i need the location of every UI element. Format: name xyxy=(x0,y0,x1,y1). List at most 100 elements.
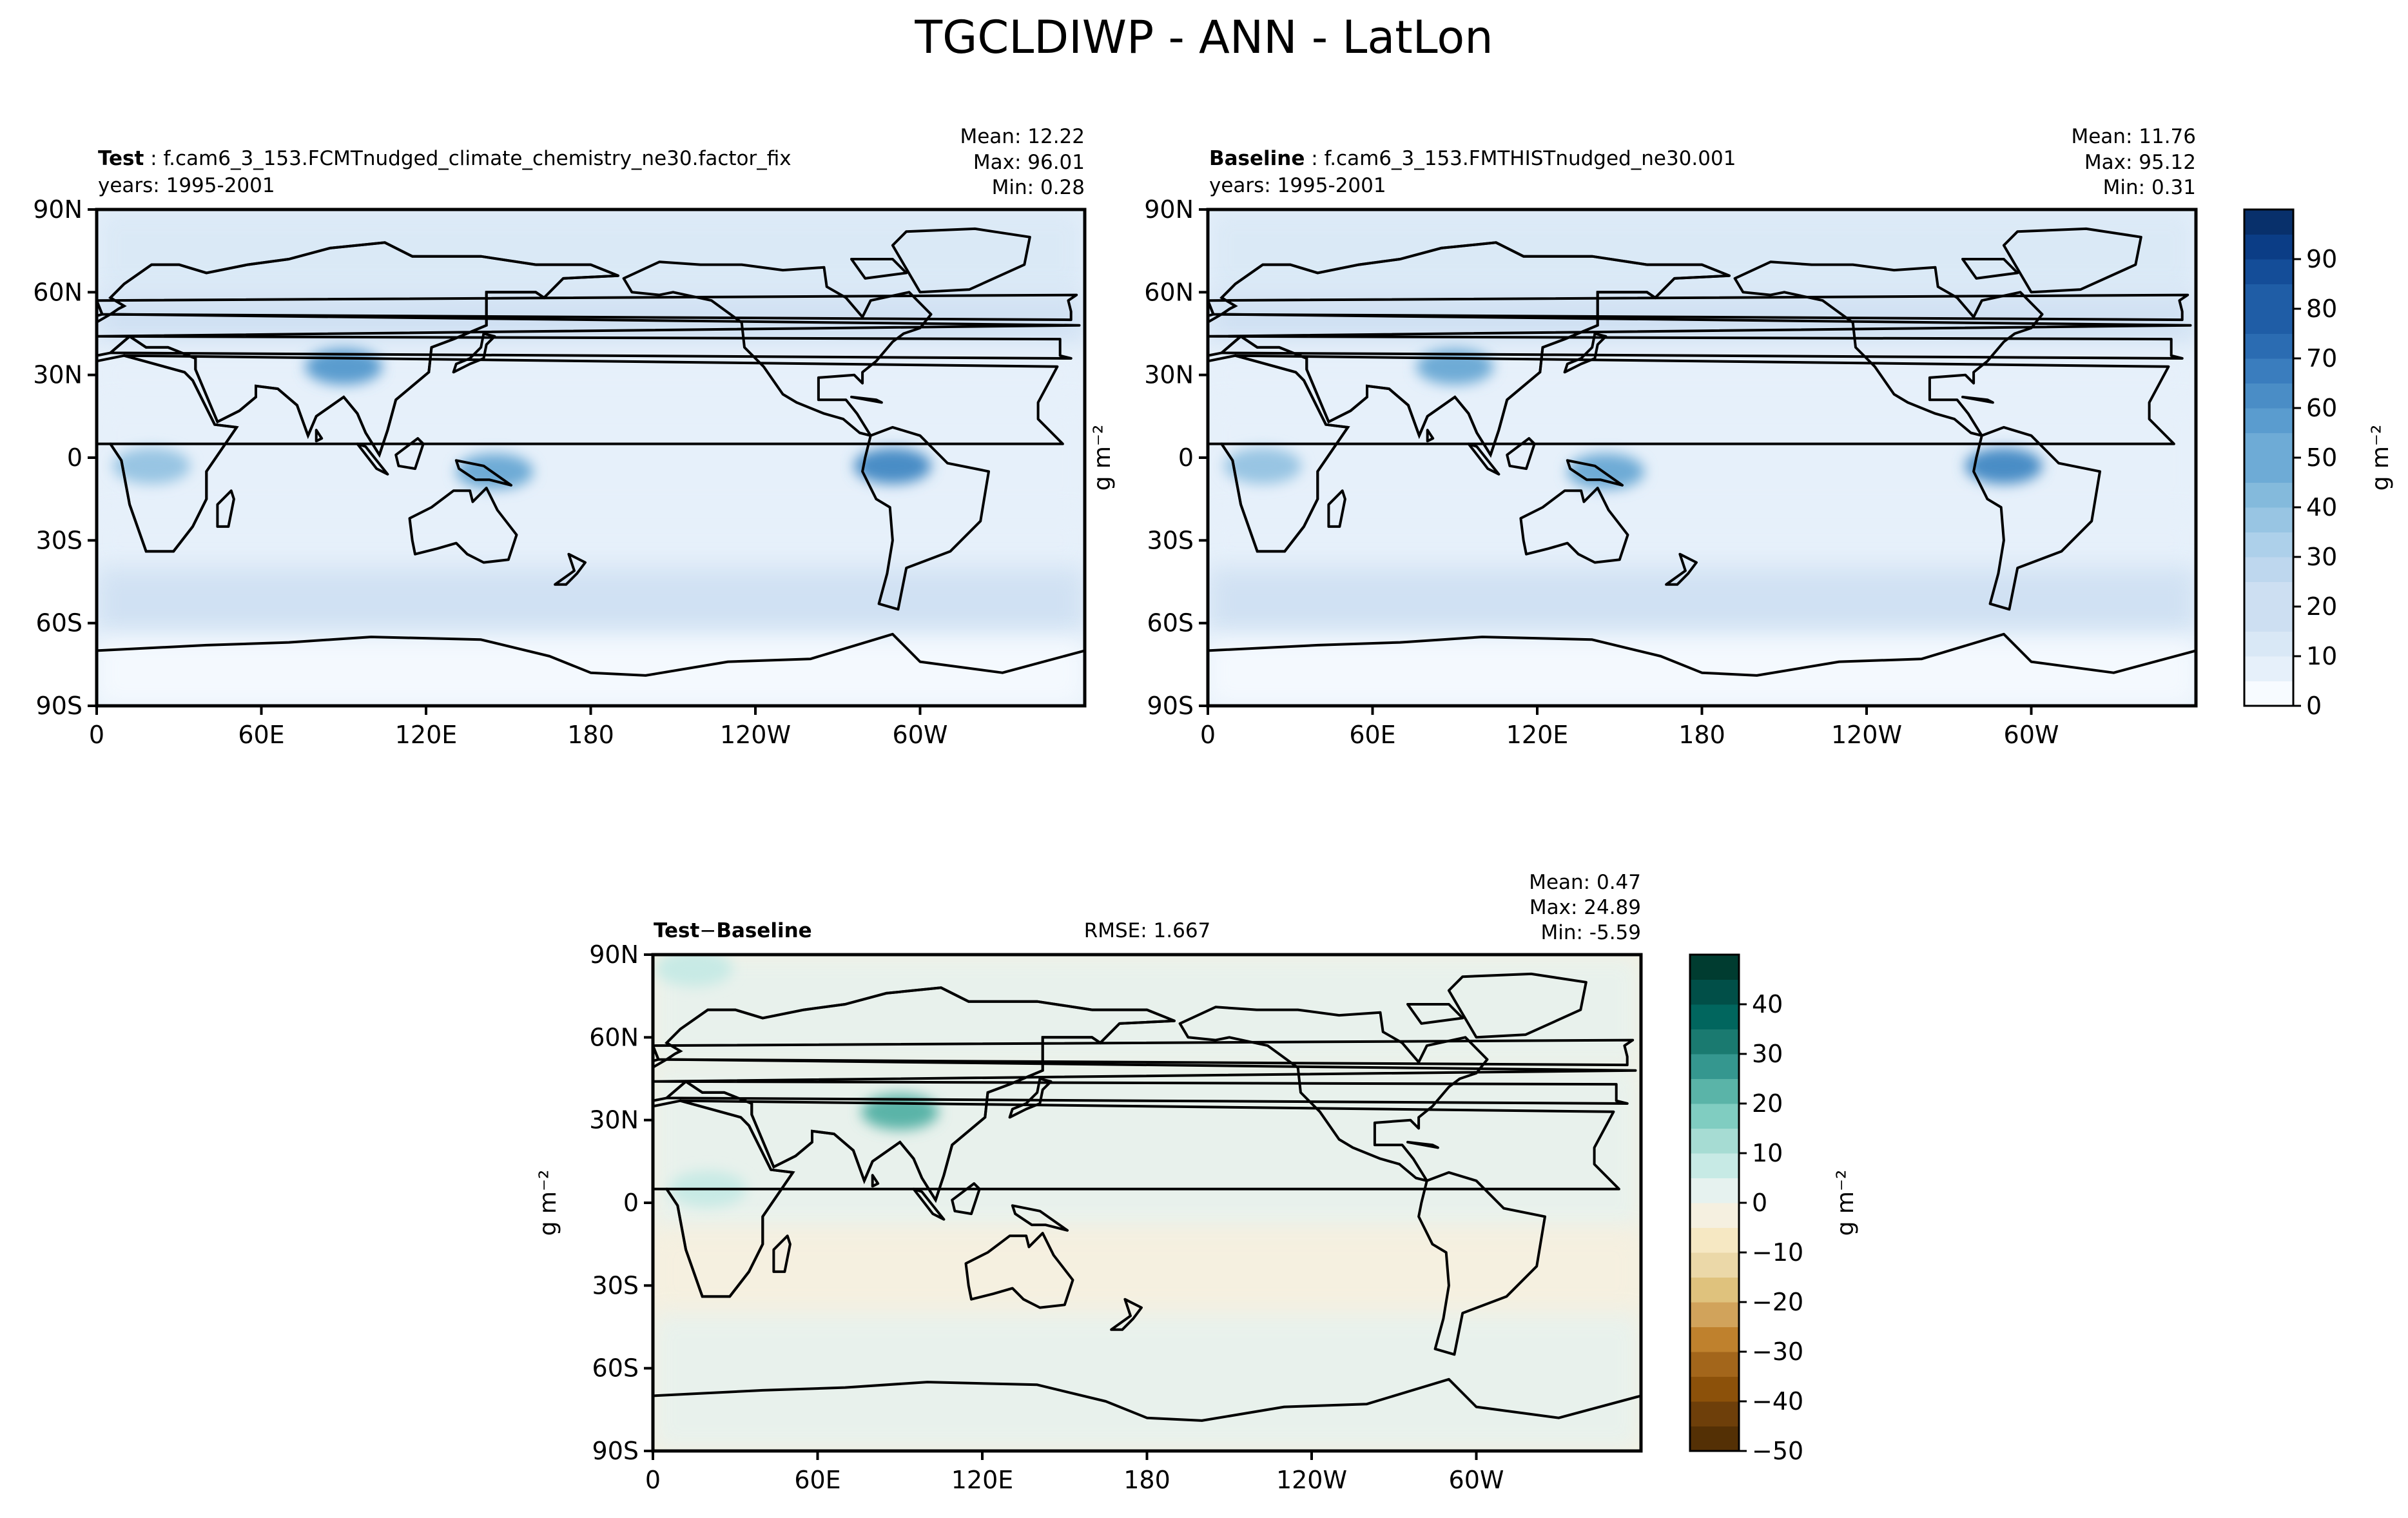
coast-eurasia-wrap xyxy=(653,986,1175,1203)
colorbar-tick-label: −10 xyxy=(1752,1238,1803,1267)
coast-newzealand xyxy=(1665,552,1698,586)
colorbar-segment xyxy=(1690,1302,1739,1327)
lat-tick-label: 90S xyxy=(592,1437,639,1465)
colorbar-segment xyxy=(2244,383,2293,409)
colorbar-tick-label: 10 xyxy=(2306,642,2337,670)
field-band xyxy=(1208,568,2196,637)
diff-rmse: RMSE: 1.667 xyxy=(1084,919,1211,942)
coast-greenland xyxy=(1447,972,1588,1039)
colorbar-segment xyxy=(1690,1376,1739,1402)
field-feature-1 xyxy=(655,955,733,987)
colorbar-segment xyxy=(2244,482,2293,508)
colorbar-segment xyxy=(2244,656,2293,681)
colorbar-segment xyxy=(2244,234,2293,260)
colorbar-segment xyxy=(1690,1153,1739,1178)
colorbar-segment xyxy=(1690,1203,1739,1228)
colorbar-tick-label: 40 xyxy=(2306,493,2337,521)
coast-japan xyxy=(1563,332,1607,374)
colorbar-tick-label: 40 xyxy=(1752,990,1783,1018)
colorbar-segment xyxy=(2244,333,2293,359)
lon-tick-label: 60E xyxy=(238,721,284,749)
coast-australia xyxy=(408,487,518,564)
colorbar-segment xyxy=(1690,1227,1739,1253)
colorbar-segment xyxy=(1690,1004,1739,1029)
baseline-units-label: g m⁻² xyxy=(1089,425,1116,491)
lon-tick-label: 60W xyxy=(2004,721,2059,749)
colorbar-segment xyxy=(1690,1252,1739,1278)
field-band xyxy=(97,209,1085,293)
colorbar-tick-label: 50 xyxy=(2306,443,2337,472)
lat-tick-label: 60N xyxy=(33,278,83,306)
test-max: Max: 96.01 xyxy=(973,151,1085,174)
lon-tick-label: 60E xyxy=(794,1466,840,1494)
field-band xyxy=(653,1230,1641,1314)
coast-eurasia-wrap xyxy=(1208,241,1730,458)
diff-lon-axis: 0 60E 120E 180 120W 60W xyxy=(645,1451,1504,1494)
colorbar-tick-label: 70 xyxy=(2306,344,2337,373)
colorbar-segment xyxy=(2244,309,2293,334)
lon-tick-label: 180 xyxy=(1123,1466,1170,1494)
diff-mean: Mean: 0.47 xyxy=(1529,871,1641,894)
field-feature-1 xyxy=(853,447,931,484)
coast-newguinea xyxy=(454,459,512,487)
diff-lat-axis: 90N 60N 30N 0 30S 60S 90S xyxy=(589,940,653,1465)
field-band xyxy=(1208,209,2196,293)
coast-baffin xyxy=(1406,1003,1464,1025)
lon-tick-label: 0 xyxy=(645,1466,661,1494)
colorbar-segment xyxy=(2244,532,2293,558)
coast-sumatra xyxy=(356,442,389,476)
lon-tick-label: 120E xyxy=(395,721,458,749)
colorbar-absolute: 0 10 20 30 40 50 60 70 80 90 xyxy=(2243,208,2337,720)
lon-tick-label: 120W xyxy=(1831,721,1902,749)
field-band xyxy=(653,1065,1641,1231)
coast-cuba xyxy=(850,395,883,404)
coast-newguinea xyxy=(1011,1204,1069,1232)
coast-greenland xyxy=(891,227,1031,294)
colorbar-difference: −50 −40 −30 −20 −10 0 10 20 30 40 xyxy=(1689,953,1803,1465)
coast-africa-wrap xyxy=(1208,354,1350,553)
field-band xyxy=(1208,512,2196,569)
colorbar-segment xyxy=(1690,1054,1739,1079)
coast-borneo xyxy=(1506,437,1536,471)
field-feature-3 xyxy=(113,447,191,484)
colorbar-segment xyxy=(2244,607,2293,632)
colorbar-segment xyxy=(1690,1029,1739,1055)
colorbar-tick-label: −20 xyxy=(1752,1288,1803,1316)
lon-tick-label: 120E xyxy=(1506,721,1569,749)
baseline-map-field xyxy=(1208,209,2196,706)
coast-japan xyxy=(452,332,496,374)
lat-tick-label: 60S xyxy=(36,609,83,637)
coast-namerica xyxy=(1178,1006,1489,1182)
coast-cuba xyxy=(1406,1140,1439,1149)
colorbar-segment xyxy=(1690,955,1739,980)
field-feature-2 xyxy=(456,453,534,490)
lat-tick-label: 30S xyxy=(36,526,83,554)
colorbar-tick-label: −40 xyxy=(1752,1387,1803,1416)
difference-panel: Test−Baseline RMSE: 1.667 Mean: 0.47 Max… xyxy=(535,871,1643,1494)
colorbar-segment xyxy=(2244,631,2293,657)
lat-tick-label: 60N xyxy=(1144,278,1194,306)
test-mean: Mean: 12.22 xyxy=(960,125,1085,148)
colorbar-tick-label: 20 xyxy=(2306,592,2337,621)
lon-tick-label: 60W xyxy=(1449,1466,1504,1494)
lat-tick-label: 90S xyxy=(36,692,83,720)
colorbar-tick-label: −30 xyxy=(1752,1338,1803,1366)
coast-japan xyxy=(1008,1077,1053,1119)
test-label: Test : f.cam6_3_153.FCMTnudged_climate_c… xyxy=(98,147,791,170)
baseline-panel: Baseline : f.cam6_3_153.FMTHISTnudged_ne… xyxy=(1089,125,2198,749)
lon-tick-label: 120W xyxy=(1276,1466,1347,1494)
colorbar-tick-label: 10 xyxy=(1752,1139,1783,1167)
colorbar-segment xyxy=(1690,1128,1739,1154)
colorbar-segment xyxy=(1690,1352,1739,1377)
lat-tick-label: 30S xyxy=(1147,526,1194,554)
colorbar-segment xyxy=(1690,979,1739,1005)
colorbar-segment xyxy=(2244,358,2293,384)
coast-britain-wrap xyxy=(653,1044,661,1063)
colorbar-segment xyxy=(2244,507,2293,532)
colorbar-tick-label: 0 xyxy=(2306,692,2322,720)
baseline-years: years: 1995-2001 xyxy=(1209,174,1386,197)
colorbar-tick-label: −50 xyxy=(1752,1437,1803,1465)
lat-tick-label: 60S xyxy=(1147,609,1194,637)
coast-borneo xyxy=(394,437,425,471)
